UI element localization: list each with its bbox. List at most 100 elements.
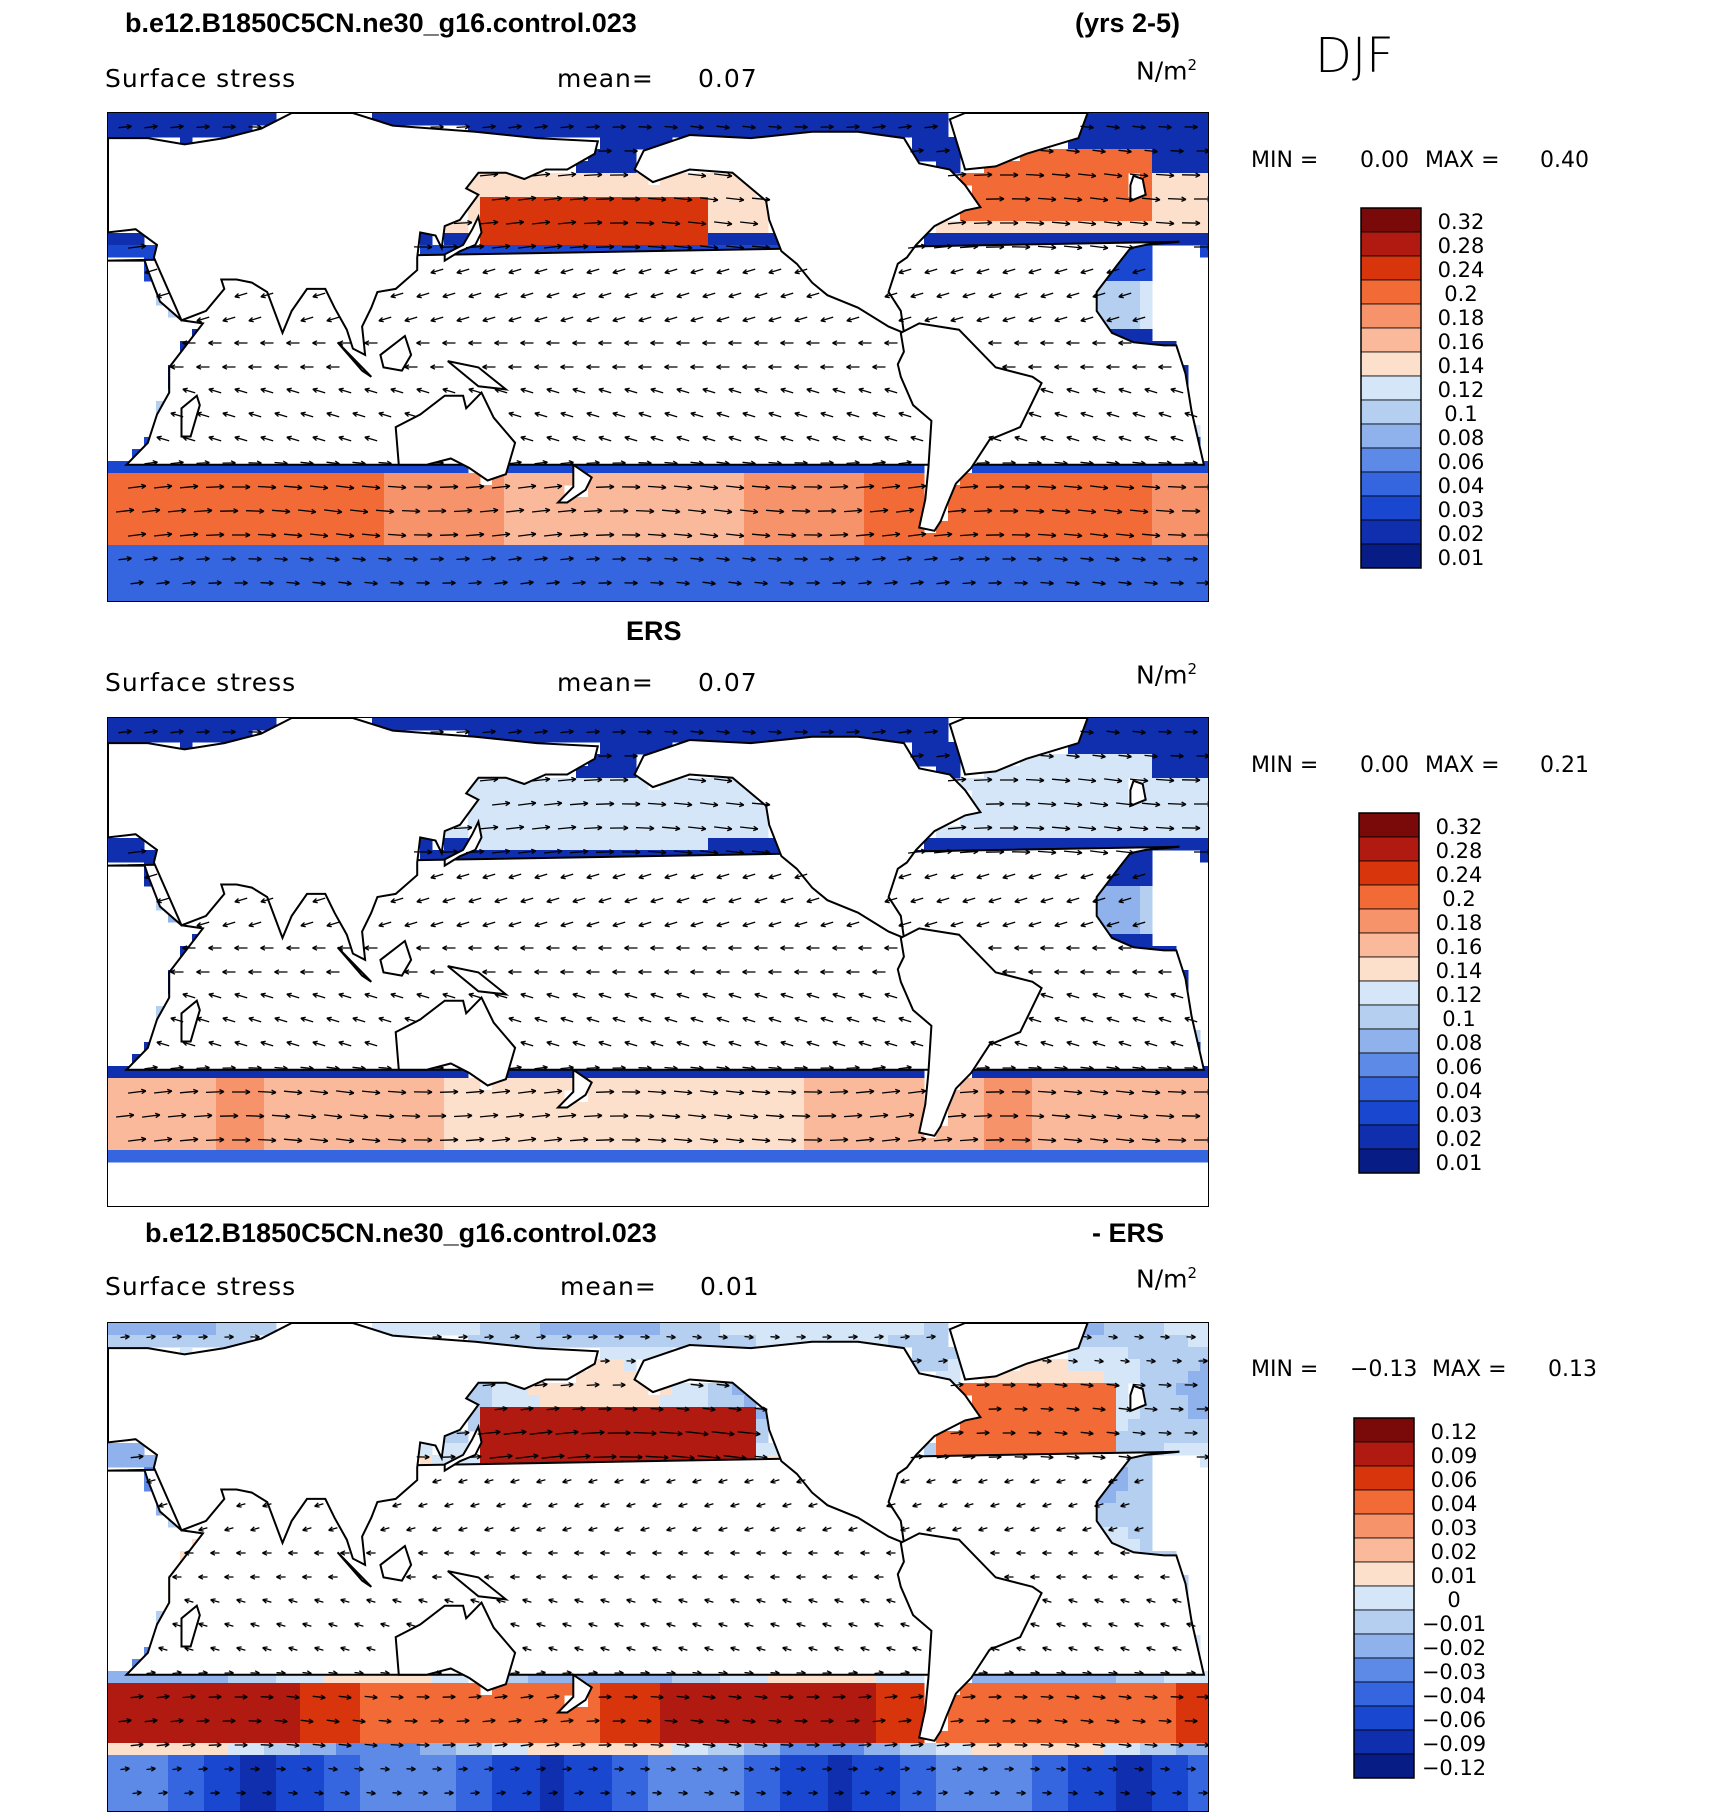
stress-vector [546, 292, 560, 299]
stress-vector [1028, 969, 1042, 975]
colorbar-label: 0.01 [1430, 1563, 1478, 1588]
stress-vector [676, 387, 690, 394]
stress-vector [884, 579, 898, 586]
stress-vector [468, 1454, 482, 1460]
stress-vector [444, 1550, 454, 1556]
stress-vector [988, 1406, 1002, 1412]
stress-vector [690, 1065, 704, 1072]
stress-vector [685, 1431, 709, 1437]
stress-vector [144, 728, 158, 735]
stress-vector [560, 268, 574, 275]
stress-vector [962, 1694, 976, 1700]
stress-vector [950, 556, 964, 562]
colorbar-label: 0.12 [1435, 982, 1483, 1007]
stress-vector [817, 1113, 837, 1119]
stress-vector [962, 1454, 976, 1460]
stress-vector [1063, 532, 1083, 539]
stress-vector [1120, 1502, 1130, 1508]
panel-2-units: N/m2 [1136, 660, 1198, 690]
stress-vector [1080, 729, 1094, 736]
stress-vector [508, 459, 522, 466]
stress-vector [562, 1334, 572, 1340]
stress-vector [650, 340, 664, 346]
stress-vector [647, 196, 667, 203]
stress-vector [482, 969, 496, 975]
stress-vector [950, 316, 964, 323]
stress-vector [1000, 1113, 1019, 1119]
stress-vector [728, 387, 742, 394]
stress-vector [361, 532, 381, 539]
stress-vector [310, 1137, 329, 1144]
stress-vector [978, 1478, 988, 1484]
stress-vector [310, 532, 329, 539]
stress-vector [569, 800, 589, 807]
stress-vector [326, 1016, 340, 1023]
stress-vector [128, 483, 147, 490]
stress-vector [595, 1089, 615, 1095]
stress-vector [562, 1574, 572, 1580]
stress-vector [432, 1766, 442, 1772]
stress-vector [612, 1718, 626, 1724]
stress-vector [742, 1065, 756, 1072]
stress-vector [555, 1429, 579, 1436]
stress-vector [1092, 1040, 1106, 1047]
stress-vector [848, 1574, 858, 1580]
stress-vector [624, 387, 638, 394]
stress-vector [1181, 220, 1201, 226]
stress-vector [456, 729, 470, 735]
stress-vector [794, 1065, 808, 1071]
stress-vector [286, 1040, 300, 1047]
stress-vector [548, 1550, 558, 1556]
stress-vector [936, 292, 950, 299]
stress-vector [692, 1526, 702, 1532]
stress-vector [479, 507, 499, 514]
stress-vector [1063, 1089, 1083, 1096]
stress-vector [742, 124, 756, 131]
stress-vector [782, 1550, 792, 1556]
stress-vector [700, 196, 719, 203]
stress-vector [1116, 1137, 1135, 1144]
stress-vector [312, 387, 326, 394]
stress-vector [858, 435, 872, 442]
stress-vector [664, 316, 678, 323]
stress-vector [458, 1766, 468, 1772]
stress-vector [1106, 268, 1120, 275]
stress-vector [222, 460, 236, 466]
stress-vector [926, 1478, 936, 1484]
stress-vector [1025, 220, 1045, 227]
stress-vector [673, 849, 693, 856]
stress-vector [770, 1670, 780, 1676]
stress-vector [144, 873, 158, 880]
stress-vector [886, 1646, 896, 1652]
colorbar-label: 0.01 [1437, 545, 1485, 570]
stress-vector [567, 1453, 591, 1460]
coastline [336, 946, 373, 983]
stress-vector [638, 556, 652, 562]
stress-vector [167, 507, 187, 514]
stress-vector [283, 484, 303, 491]
stress-vector [765, 1113, 785, 1120]
colorbar-label: 0.14 [1437, 353, 1485, 378]
stress-vector [700, 801, 719, 808]
stress-vector [1051, 1113, 1071, 1120]
stress-vector [146, 1334, 156, 1340]
stress-vector [380, 1526, 390, 1532]
stress-vector [768, 411, 782, 418]
stress-vector [874, 1334, 884, 1340]
stress-vector [1011, 196, 1031, 202]
stress-vector [1080, 1016, 1094, 1023]
stress-vector [666, 1574, 676, 1580]
stress-vector [742, 411, 756, 418]
stress-vector [572, 340, 586, 346]
stress-vector [1132, 364, 1146, 370]
stress-vector [378, 556, 392, 562]
stress-vector [492, 800, 511, 807]
stress-vector [848, 1334, 858, 1340]
stress-vector [1056, 1622, 1066, 1628]
stress-vector [1000, 172, 1019, 178]
stress-vector [494, 897, 508, 904]
stress-vector [744, 1478, 754, 1484]
stress-vector [973, 220, 993, 226]
stress-vector [770, 1334, 780, 1340]
stress-vector [208, 1742, 222, 1748]
